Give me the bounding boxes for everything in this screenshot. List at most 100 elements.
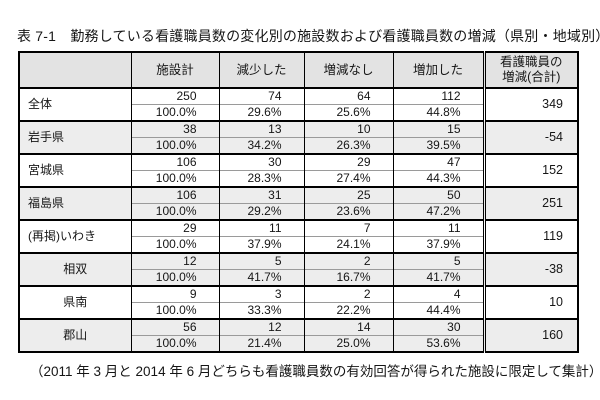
row-group-iwate: 岩手県 38 13 10 15 -54 100.0% 34.2% 26.3% 3… (19, 121, 578, 154)
count-cell: 29 (303, 154, 393, 171)
table-row: (再掲)いわき 29 11 7 11 119 (19, 220, 578, 253)
table-title: 表 7-1 勤務している看護職員数の変化別の施設数および看護職員数の増減（県別・… (17, 28, 600, 44)
net-change-cell: 251 (482, 187, 578, 220)
table-row-percent: 100.0% 29.2% 23.6% 47.2% (19, 203, 578, 220)
percent-cell: 21.4% (218, 335, 304, 352)
net-change-cell: -54 (482, 121, 578, 154)
count-cell: 12 (130, 253, 219, 270)
table-row: 相双 12 5 2 5 -38 (19, 253, 578, 286)
percent-cell: 41.7% (218, 269, 304, 286)
percent-cell: 100.0% (130, 236, 219, 253)
row-label: 福島県 (19, 187, 131, 220)
percent-cell: 100.0% (130, 335, 219, 352)
percent-cell: 100.0% (130, 302, 219, 319)
percent-cell: 23.6% (303, 203, 393, 220)
header-net-change-line1: 看護職員の (499, 55, 563, 69)
net-change-cell: 10 (482, 286, 578, 319)
count-cell: 14 (303, 319, 393, 336)
net-change-cell: 160 (482, 319, 578, 352)
percent-cell: 44.4% (392, 302, 484, 319)
count-cell: 9 (130, 286, 219, 303)
row-label: 相双 (19, 253, 131, 286)
row-group-kennan: 県南 9 3 2 4 10 100.0% 33.3% 22.2% 44.4% (19, 286, 578, 319)
count-cell: 15 (392, 121, 484, 138)
percent-cell: 22.2% (303, 302, 393, 319)
nursing-staff-change-table: 施設計 減少した 増減なし 増加した 看護職員の 増減(合計) 全体 250 74… (18, 51, 579, 353)
row-group-koriyama: 郡山 56 12 14 30 160 100.0% 21.4% 25.0% 53… (19, 319, 578, 352)
row-label: (再掲)いわき (19, 220, 131, 253)
table-row-percent: 100.0% 34.2% 26.3% 39.5% (19, 137, 578, 154)
count-cell: 29 (130, 220, 219, 237)
percent-cell: 41.7% (392, 269, 484, 286)
count-cell: 13 (218, 121, 304, 138)
table-row: 県南 9 3 2 4 10 (19, 286, 578, 319)
table-row: 岩手県 38 13 10 15 -54 (19, 121, 578, 154)
percent-cell: 33.3% (218, 302, 304, 319)
table-row-percent: 100.0% 37.9% 24.1% 37.9% (19, 236, 578, 253)
percent-cell: 29.6% (218, 104, 304, 121)
count-cell: 2 (303, 286, 393, 303)
net-change-cell: 152 (482, 154, 578, 187)
table-row-percent: 100.0% 33.3% 22.2% 44.4% (19, 302, 578, 319)
header-decreased: 減少した (218, 52, 304, 89)
header-net-change-line2: 増減(合計) (502, 70, 561, 84)
row-group-miyagi: 宮城県 106 30 29 47 152 100.0% 28.3% 27.4% … (19, 154, 578, 187)
percent-cell: 37.9% (392, 236, 484, 253)
percent-cell: 44.3% (392, 170, 484, 187)
table-row: 郡山 56 12 14 30 160 (19, 319, 578, 352)
net-change-cell: 349 (482, 88, 578, 121)
footnote: （2011 年 3 月と 2014 年 6 月どちらも看護職員数の有効回答が得ら… (30, 364, 600, 379)
header-no-change: 増減なし (303, 52, 393, 89)
row-label: 岩手県 (19, 121, 131, 154)
header-net-change: 看護職員の 増減(合計) (482, 52, 578, 89)
count-cell: 112 (392, 88, 484, 105)
row-group-iwaki: (再掲)いわき 29 11 7 11 119 100.0% 37.9% 24.1… (19, 220, 578, 253)
table-row: 宮城県 106 30 29 47 152 (19, 154, 578, 187)
count-cell: 25 (303, 187, 393, 204)
table-row: 全体 250 74 64 112 349 (19, 88, 578, 121)
percent-cell: 100.0% (130, 137, 219, 154)
percent-cell: 28.3% (218, 170, 304, 187)
table-row-percent: 100.0% 41.7% 16.7% 41.7% (19, 269, 578, 286)
count-cell: 3 (218, 286, 304, 303)
row-label: 宮城県 (19, 154, 131, 187)
count-cell: 11 (218, 220, 304, 237)
percent-cell: 26.3% (303, 137, 393, 154)
percent-cell: 29.2% (218, 203, 304, 220)
count-cell: 30 (218, 154, 304, 171)
header-row: 施設計 減少した 増減なし 増加した 看護職員の 増減(合計) (19, 52, 578, 89)
percent-cell: 16.7% (303, 269, 393, 286)
count-cell: 250 (130, 88, 219, 105)
percent-cell: 100.0% (130, 203, 219, 220)
percent-cell: 34.2% (218, 137, 304, 154)
count-cell: 11 (392, 220, 484, 237)
net-change-cell: 119 (482, 220, 578, 253)
percent-cell: 25.0% (303, 335, 393, 352)
count-cell: 12 (218, 319, 304, 336)
count-cell: 30 (392, 319, 484, 336)
count-cell: 47 (392, 154, 484, 171)
row-label: 全体 (19, 88, 131, 121)
table-row-percent: 100.0% 21.4% 25.0% 53.6% (19, 335, 578, 352)
percent-cell: 47.2% (392, 203, 484, 220)
count-cell: 5 (218, 253, 304, 270)
count-cell: 31 (218, 187, 304, 204)
percent-cell: 39.5% (392, 137, 484, 154)
table-row: 福島県 106 31 25 50 251 (19, 187, 578, 220)
percent-cell: 53.6% (392, 335, 484, 352)
row-group-soso: 相双 12 5 2 5 -38 100.0% 41.7% 16.7% 41.7% (19, 253, 578, 286)
percent-cell: 24.1% (303, 236, 393, 253)
count-cell: 106 (130, 154, 219, 171)
percent-cell: 100.0% (130, 170, 219, 187)
row-label: 県南 (19, 286, 131, 319)
table-row-percent: 100.0% 28.3% 27.4% 44.3% (19, 170, 578, 187)
header-corner-empty (19, 52, 131, 89)
percent-cell: 25.6% (303, 104, 393, 121)
count-cell: 50 (392, 187, 484, 204)
header-facilities-total: 施設計 (130, 52, 219, 89)
percent-cell: 44.8% (392, 104, 484, 121)
percent-cell: 100.0% (130, 269, 219, 286)
count-cell: 64 (303, 88, 393, 105)
percent-cell: 37.9% (218, 236, 304, 253)
